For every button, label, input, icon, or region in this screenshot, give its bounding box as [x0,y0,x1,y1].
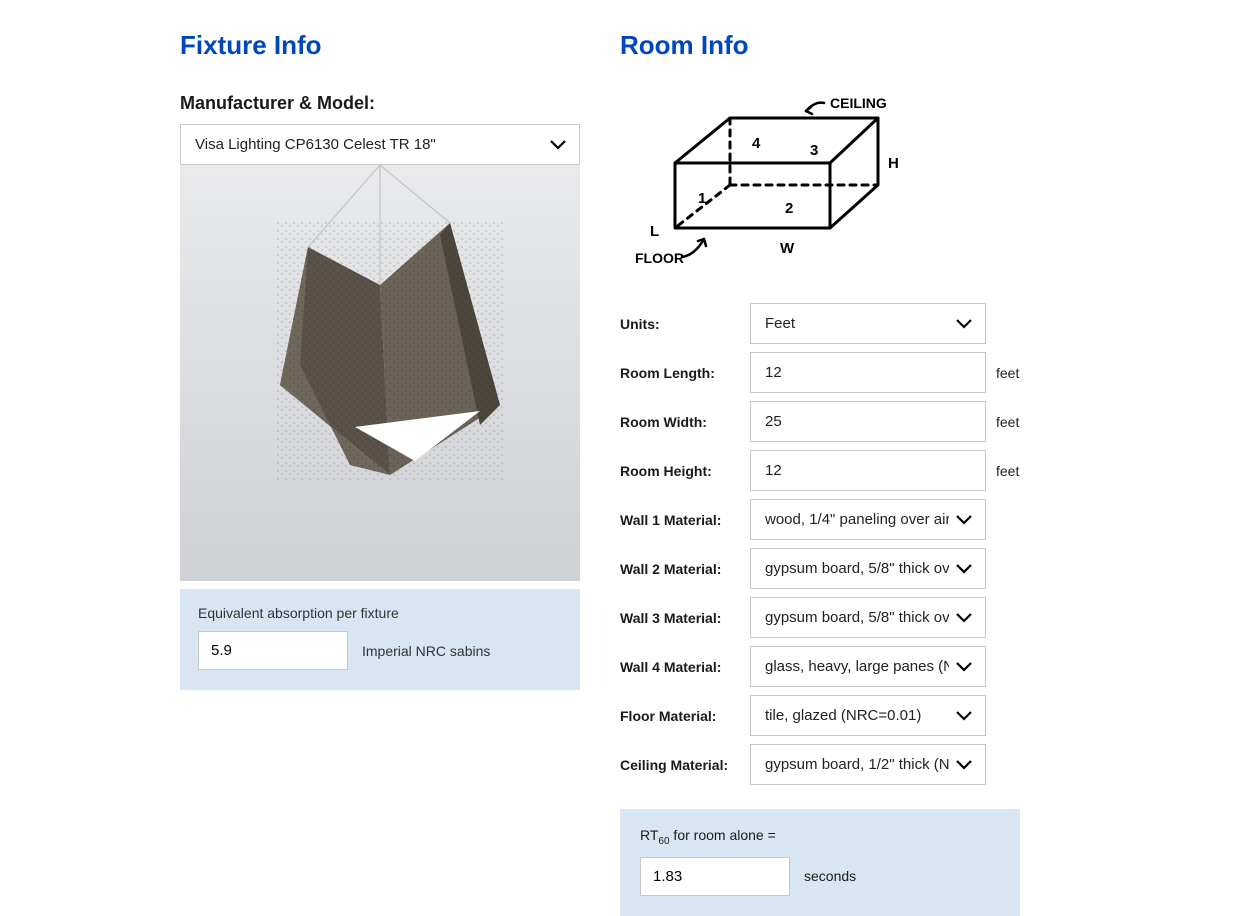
wall2-material-select[interactable]: gypsum board, 5/8" thick over ins [750,548,986,589]
wall3-material-label: Wall 3 Material: [620,610,740,626]
ceiling-material-label: Ceiling Material: [620,757,740,773]
units-select[interactable]: Feet [750,303,986,344]
rt60-value-input[interactable] [640,857,790,896]
floor-material-select[interactable]: tile, glazed (NRC=0.01) [750,695,986,736]
wall1-material-select[interactable]: wood, 1/4" paneling over airspace [750,499,986,540]
ceiling-material-select[interactable]: gypsum board, 1/2" thick (NRC=0 [750,744,986,785]
diagram-wall2-label: 2 [785,200,793,217]
rt60-result-panel: RT60 for room alone = seconds [620,809,1020,916]
diagram-ceiling-label: CEILING [830,95,887,111]
wall3-material-select[interactable]: gypsum board, 5/8" thick over ins [750,597,986,638]
room-diagram: 1 2 3 4 L W H CEILING FLOOR [620,93,920,273]
absorption-result-panel: Equivalent absorption per fixture Imperi… [180,589,580,690]
room-info-title: Room Info [620,30,1100,61]
room-height-label: Room Height: [620,463,740,479]
room-height-input[interactable] [750,450,986,491]
absorption-value-input[interactable] [198,631,348,670]
diagram-wall1-label: 1 [698,190,706,207]
diagram-floor-label: FLOOR [635,250,684,266]
length-unit: feet [996,365,1026,381]
manufacturer-model-select[interactable]: Visa Lighting CP6130 Celest TR 18" [180,124,580,165]
fixture-info-title: Fixture Info [180,30,580,61]
wall4-material-select[interactable]: glass, heavy, large panes (NRC=0 [750,646,986,687]
diagram-H-label: H [888,155,899,172]
room-length-input[interactable] [750,352,986,393]
room-length-label: Room Length: [620,365,740,381]
fixture-product-image [180,165,580,581]
diagram-wall3-label: 3 [810,142,818,159]
diagram-wall4-label: 4 [752,135,761,152]
absorption-unit: Imperial NRC sabins [362,643,490,659]
manufacturer-model-label: Manufacturer & Model: [180,93,580,114]
floor-material-label: Floor Material: [620,708,740,724]
room-width-label: Room Width: [620,414,740,430]
units-label: Units: [620,316,740,332]
wall4-material-label: Wall 4 Material: [620,659,740,675]
wall1-material-label: Wall 1 Material: [620,512,740,528]
diagram-W-label: W [780,240,795,257]
rt60-unit: seconds [804,868,856,884]
absorption-label: Equivalent absorption per fixture [198,605,562,621]
height-unit: feet [996,463,1026,479]
width-unit: feet [996,414,1026,430]
wall2-material-label: Wall 2 Material: [620,561,740,577]
diagram-L-label: L [650,223,659,240]
room-width-input[interactable] [750,401,986,442]
